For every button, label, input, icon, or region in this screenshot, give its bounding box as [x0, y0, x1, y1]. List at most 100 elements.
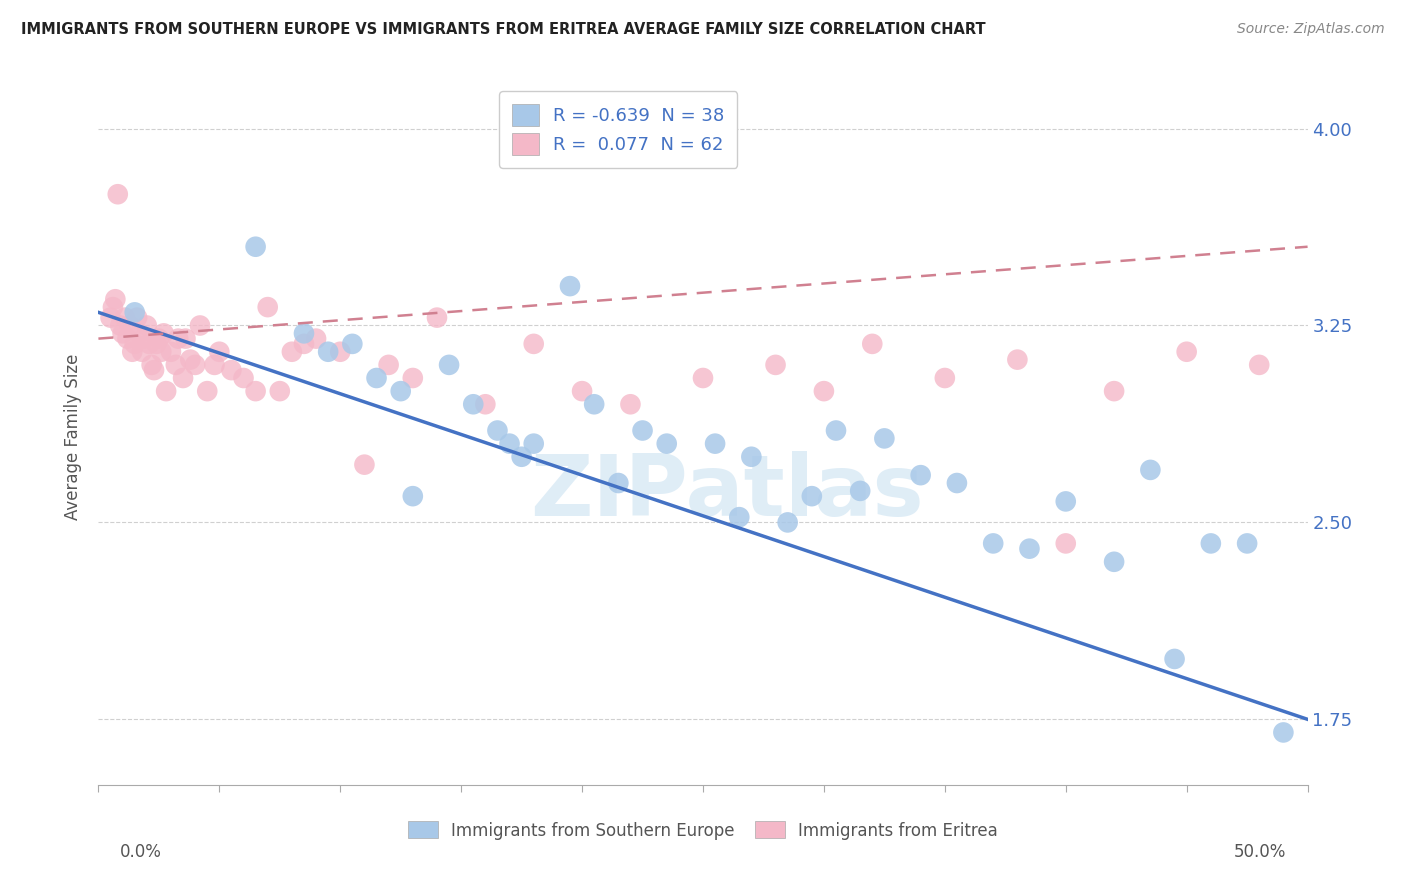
Point	[800, 489, 823, 503]
Point	[728, 510, 751, 524]
Point	[179, 352, 201, 367]
Point	[571, 384, 593, 398]
Point	[389, 384, 412, 398]
Point	[1249, 358, 1271, 372]
Point	[426, 310, 449, 325]
Point	[100, 310, 122, 325]
Point	[583, 397, 606, 411]
Point	[172, 371, 194, 385]
Point	[165, 358, 187, 372]
Point	[305, 332, 328, 346]
Point	[1199, 536, 1222, 550]
Point	[292, 326, 315, 341]
Point	[655, 436, 678, 450]
Point	[342, 337, 364, 351]
Point	[104, 292, 127, 306]
Point	[1175, 344, 1198, 359]
Point	[704, 436, 727, 450]
Point	[107, 187, 129, 202]
Point	[765, 358, 787, 372]
Point	[1163, 652, 1185, 666]
Point	[607, 476, 630, 491]
Point	[353, 458, 375, 472]
Point	[1054, 494, 1077, 508]
Point	[101, 300, 124, 314]
Point	[523, 436, 546, 450]
Point	[1139, 463, 1161, 477]
Point	[1102, 555, 1125, 569]
Point	[1236, 536, 1258, 550]
Point	[143, 363, 166, 377]
Point	[437, 358, 460, 372]
Point	[740, 450, 762, 464]
Point	[934, 371, 956, 385]
Point	[873, 431, 896, 445]
Point	[910, 468, 932, 483]
Point	[111, 326, 134, 341]
Point	[188, 318, 211, 333]
Point	[135, 318, 157, 333]
Point	[114, 310, 136, 325]
Point	[134, 332, 156, 346]
Point	[208, 344, 231, 359]
Point	[256, 300, 278, 314]
Point	[946, 476, 969, 491]
Point	[498, 436, 520, 450]
Point	[377, 358, 399, 372]
Point	[1054, 536, 1077, 550]
Point	[825, 424, 848, 438]
Point	[316, 344, 339, 359]
Point	[141, 358, 163, 372]
Point	[558, 279, 581, 293]
Point	[184, 358, 207, 372]
Text: 0.0%: 0.0%	[120, 843, 162, 861]
Point	[776, 516, 799, 530]
Y-axis label: Average Family Size: Average Family Size	[65, 354, 83, 520]
Point	[269, 384, 291, 398]
Point	[108, 318, 131, 333]
Point	[160, 344, 183, 359]
Point	[692, 371, 714, 385]
Point	[204, 358, 226, 372]
Point	[232, 371, 254, 385]
Point	[138, 337, 160, 351]
Point	[860, 337, 883, 351]
Point	[849, 483, 872, 498]
Point	[152, 326, 174, 341]
Point	[118, 318, 141, 333]
Point	[174, 332, 197, 346]
Point	[245, 240, 267, 254]
Point	[155, 384, 177, 398]
Point	[631, 424, 654, 438]
Point	[145, 337, 167, 351]
Point	[463, 397, 485, 411]
Point	[245, 384, 267, 398]
Point	[292, 337, 315, 351]
Point	[981, 536, 1004, 550]
Point	[148, 332, 170, 346]
Point	[510, 450, 533, 464]
Point	[124, 305, 146, 319]
Point	[1272, 725, 1295, 739]
Point	[523, 337, 546, 351]
Legend: Immigrants from Southern Europe, Immigrants from Eritrea: Immigrants from Southern Europe, Immigra…	[401, 814, 1005, 847]
Point	[366, 371, 388, 385]
Point	[195, 384, 218, 398]
Point	[121, 344, 143, 359]
Point	[402, 371, 425, 385]
Text: ZIPatlas: ZIPatlas	[530, 451, 924, 534]
Point	[131, 344, 153, 359]
Point	[1018, 541, 1040, 556]
Point	[281, 344, 304, 359]
Point	[474, 397, 496, 411]
Point	[117, 332, 139, 346]
Point	[486, 424, 509, 438]
Point	[167, 332, 190, 346]
Text: 50.0%: 50.0%	[1234, 843, 1286, 861]
Point	[1007, 352, 1029, 367]
Point	[150, 344, 173, 359]
Point	[1102, 384, 1125, 398]
Text: IMMIGRANTS FROM SOUTHERN EUROPE VS IMMIGRANTS FROM ERITREA AVERAGE FAMILY SIZE C: IMMIGRANTS FROM SOUTHERN EUROPE VS IMMIG…	[21, 22, 986, 37]
Point	[124, 337, 146, 351]
Point	[128, 326, 150, 341]
